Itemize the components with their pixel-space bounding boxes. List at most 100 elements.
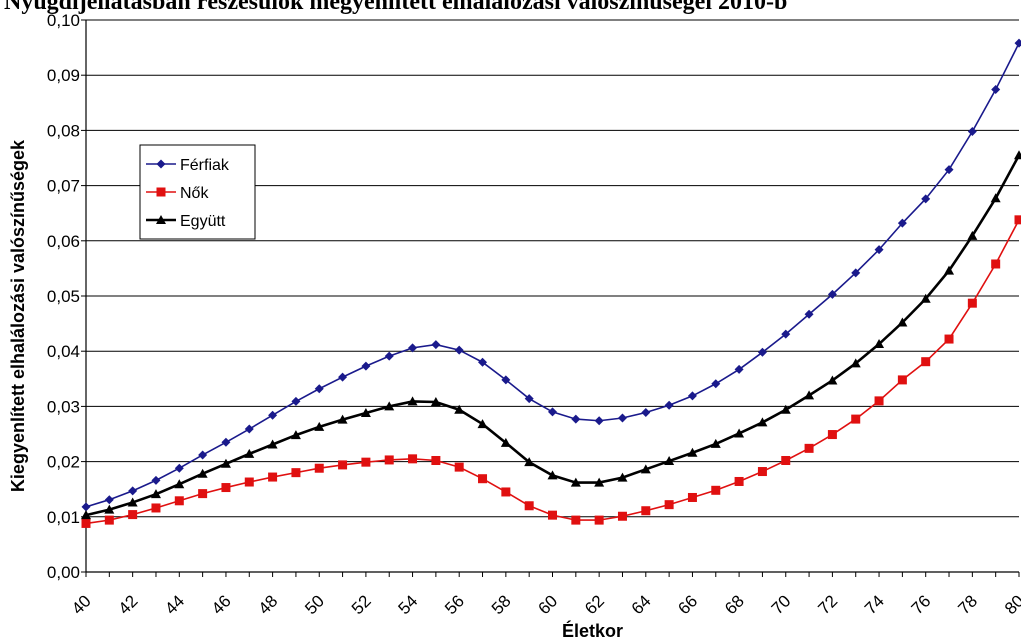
data-point	[384, 455, 394, 465]
data-point	[268, 472, 278, 482]
x-tick-label: 54	[395, 591, 422, 618]
data-point	[804, 443, 814, 453]
data-point	[594, 515, 604, 525]
data-point	[687, 492, 697, 502]
data-point	[501, 487, 511, 497]
data-point	[897, 375, 907, 385]
y-tick-label: 0,08	[47, 121, 80, 140]
data-point	[128, 486, 138, 496]
x-tick-label: 70	[768, 591, 795, 618]
data-point	[524, 501, 534, 511]
data-point	[734, 364, 744, 374]
x-tick-label: 50	[301, 591, 328, 618]
data-point	[547, 470, 558, 480]
data-point	[991, 85, 1001, 95]
data-point	[921, 357, 931, 367]
data-point	[314, 463, 324, 473]
data-point	[156, 187, 166, 197]
data-point	[104, 504, 115, 514]
x-tick-label: 78	[954, 591, 981, 618]
y-tick-labels: 0,00 0,01 0,02 0,03 0,04 0,05 0,06 0,07 0,08 0,09…	[47, 11, 80, 582]
data-point	[314, 384, 324, 394]
data-point	[617, 511, 627, 521]
x-tick-label: 42	[115, 591, 142, 618]
x-tick-label: 48	[255, 591, 282, 618]
data-point	[174, 479, 185, 489]
data-point	[827, 430, 837, 440]
data-point	[944, 265, 955, 275]
data-point	[617, 472, 628, 482]
data-point	[360, 408, 371, 418]
data-point	[314, 421, 325, 431]
data-point	[1014, 215, 1021, 225]
x-tick-label: 74	[861, 591, 888, 618]
data-point	[151, 503, 161, 513]
data-point	[524, 394, 534, 404]
data-point	[267, 439, 278, 449]
data-point	[990, 193, 1001, 203]
data-point	[687, 391, 697, 401]
data-point	[156, 215, 166, 224]
data-point	[827, 375, 838, 385]
y-tick-label: 0,10	[47, 11, 80, 30]
y-tick-label: 0,03	[47, 397, 80, 416]
data-point	[244, 424, 254, 434]
data-point	[221, 437, 231, 447]
data-point	[1014, 38, 1021, 48]
data-point	[454, 404, 465, 414]
data-point	[617, 413, 627, 423]
data-point	[127, 497, 138, 507]
x-tick-label: 68	[721, 591, 748, 618]
data-point	[944, 334, 954, 344]
axes	[81, 19, 1020, 577]
data-point	[594, 477, 605, 487]
data-point	[104, 495, 114, 505]
data-point	[874, 245, 884, 255]
y-tick-label: 0,05	[47, 287, 80, 306]
y-tick-label: 0,00	[47, 563, 80, 582]
data-point	[548, 407, 557, 417]
data-point	[337, 414, 348, 424]
legend-item: Férfiak	[146, 157, 230, 174]
data-point	[991, 259, 1001, 269]
data-point	[944, 165, 954, 175]
data-point	[734, 428, 745, 438]
data-point	[244, 448, 255, 458]
data-point	[338, 372, 348, 382]
data-point	[711, 485, 721, 495]
data-point	[757, 347, 767, 357]
data-point	[687, 447, 698, 457]
data-point	[291, 396, 301, 406]
data-point	[430, 396, 441, 406]
x-tick-label: 66	[674, 591, 701, 618]
data-point	[291, 468, 301, 478]
data-point	[156, 159, 166, 169]
x-tick-label: 52	[348, 591, 375, 618]
y-axis-label: Kiegyenlített elhalálozási valószínűsége…	[8, 139, 28, 492]
data-point	[664, 500, 674, 510]
data-point	[804, 390, 815, 400]
data-point	[548, 510, 557, 520]
data-point	[967, 127, 977, 137]
data-point	[827, 289, 837, 299]
x-tick-label: 62	[581, 591, 608, 618]
series-Nők	[81, 215, 1021, 528]
data-point	[338, 460, 348, 470]
data-point	[570, 477, 581, 487]
data-point	[198, 450, 208, 460]
x-tick-label: 72	[814, 591, 841, 618]
data-point	[407, 396, 418, 406]
data-point	[851, 268, 861, 278]
y-tick-label: 0,09	[47, 66, 80, 85]
data-point	[384, 351, 394, 361]
series-Együtt	[81, 150, 1021, 520]
x-tick-label: 60	[535, 591, 562, 618]
data-point	[757, 417, 768, 427]
data-point	[501, 375, 511, 385]
x-tick-label: 40	[68, 591, 95, 618]
data-point	[290, 430, 301, 440]
data-point	[431, 455, 441, 465]
x-axis-label: Életkor	[562, 620, 623, 641]
data-point	[851, 414, 861, 424]
legend-item: Nők	[146, 185, 209, 202]
